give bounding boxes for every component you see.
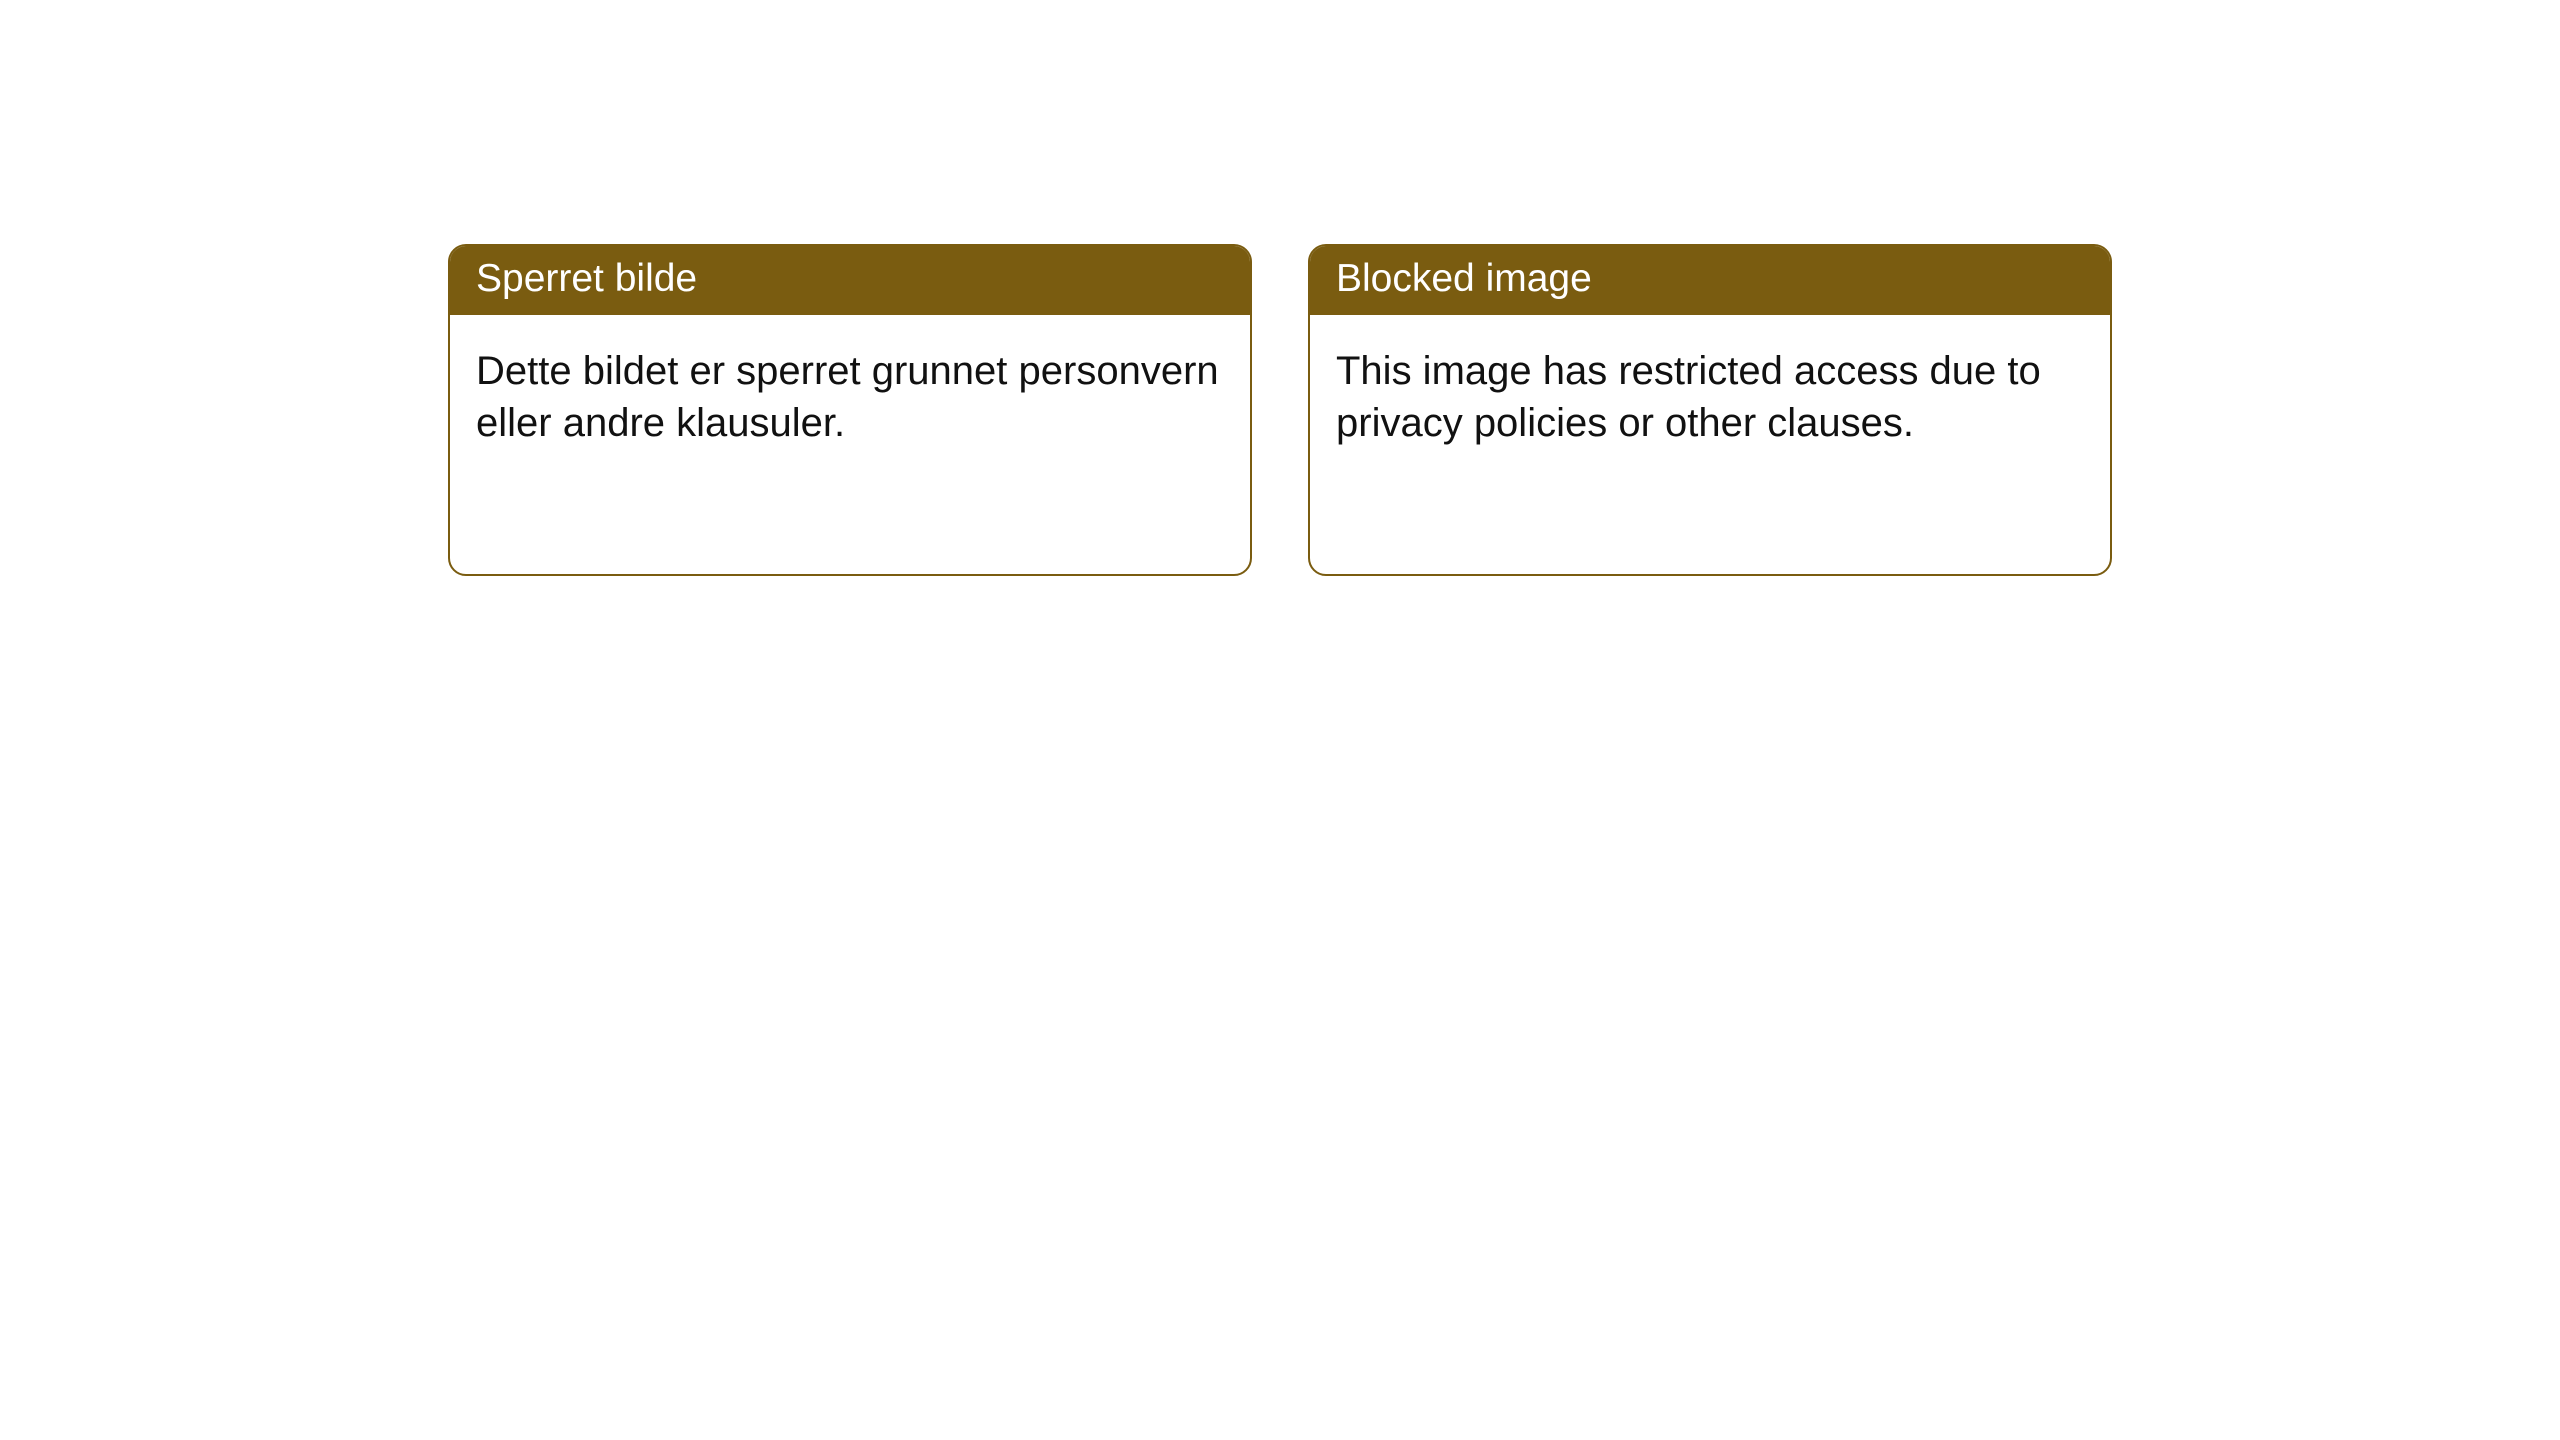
notice-card-title: Sperret bilde <box>450 246 1250 315</box>
notice-card-title: Blocked image <box>1310 246 2110 315</box>
notice-card-english: Blocked image This image has restricted … <box>1308 244 2112 576</box>
notice-card-norwegian: Sperret bilde Dette bildet er sperret gr… <box>448 244 1252 576</box>
notice-card-body: Dette bildet er sperret grunnet personve… <box>450 315 1250 479</box>
notice-container: Sperret bilde Dette bildet er sperret gr… <box>0 0 2560 576</box>
notice-card-body: This image has restricted access due to … <box>1310 315 2110 479</box>
